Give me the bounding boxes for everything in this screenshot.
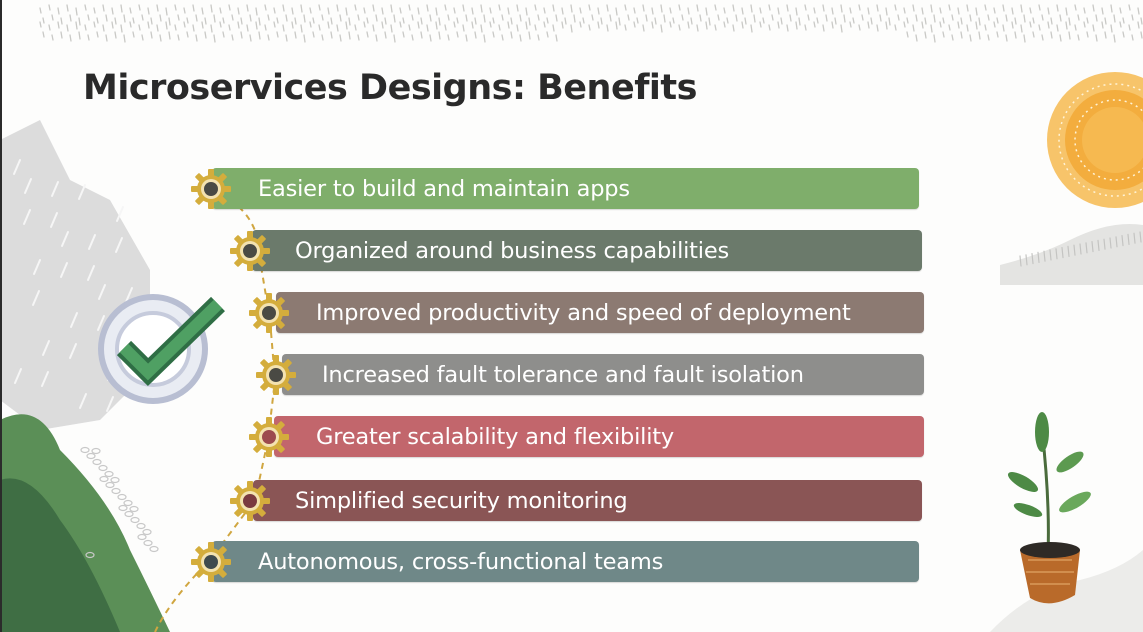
left-decoration (0, 120, 170, 632)
benefit-item: Easier to build and maintain apps (212, 168, 919, 209)
page-title: Microservices Designs: Benefits (83, 68, 698, 108)
left-edge (0, 0, 2, 632)
top-texture-decoration (39, 4, 1143, 43)
checkmark-icon (98, 294, 225, 404)
gear-icon (256, 355, 296, 395)
benefit-item: Simplified security monitoring (253, 480, 922, 521)
benefit-item: Improved productivity and speed of deplo… (276, 292, 924, 333)
benefit-label: Greater scalability and flexibility (316, 423, 674, 450)
gear-icon (191, 169, 231, 209)
benefit-label: Organized around business capabilities (295, 237, 730, 264)
gear-icon (230, 231, 270, 271)
sun-icon (1047, 72, 1143, 208)
benefit-item: Greater scalability and flexibility (274, 416, 924, 457)
benefit-item: Autonomous, cross-functional teams (212, 541, 919, 582)
benefit-label: Easier to build and maintain apps (258, 175, 630, 202)
plant-icon (990, 412, 1143, 632)
gear-icon (230, 481, 270, 521)
benefit-label: Improved productivity and speed of deplo… (316, 299, 851, 326)
gear-icon (249, 417, 289, 457)
gear-icon (249, 293, 289, 333)
benefit-item: Organized around business capabilities (252, 230, 922, 271)
right-hill-decoration (1000, 224, 1143, 285)
dashed-connector (154, 200, 277, 632)
benefit-label: Increased fault tolerance and fault isol… (322, 361, 804, 388)
benefit-item: Increased fault tolerance and fault isol… (282, 354, 924, 395)
benefit-label: Autonomous, cross-functional teams (258, 548, 664, 575)
gear-icon (191, 542, 231, 582)
benefit-label: Simplified security monitoring (295, 487, 628, 514)
